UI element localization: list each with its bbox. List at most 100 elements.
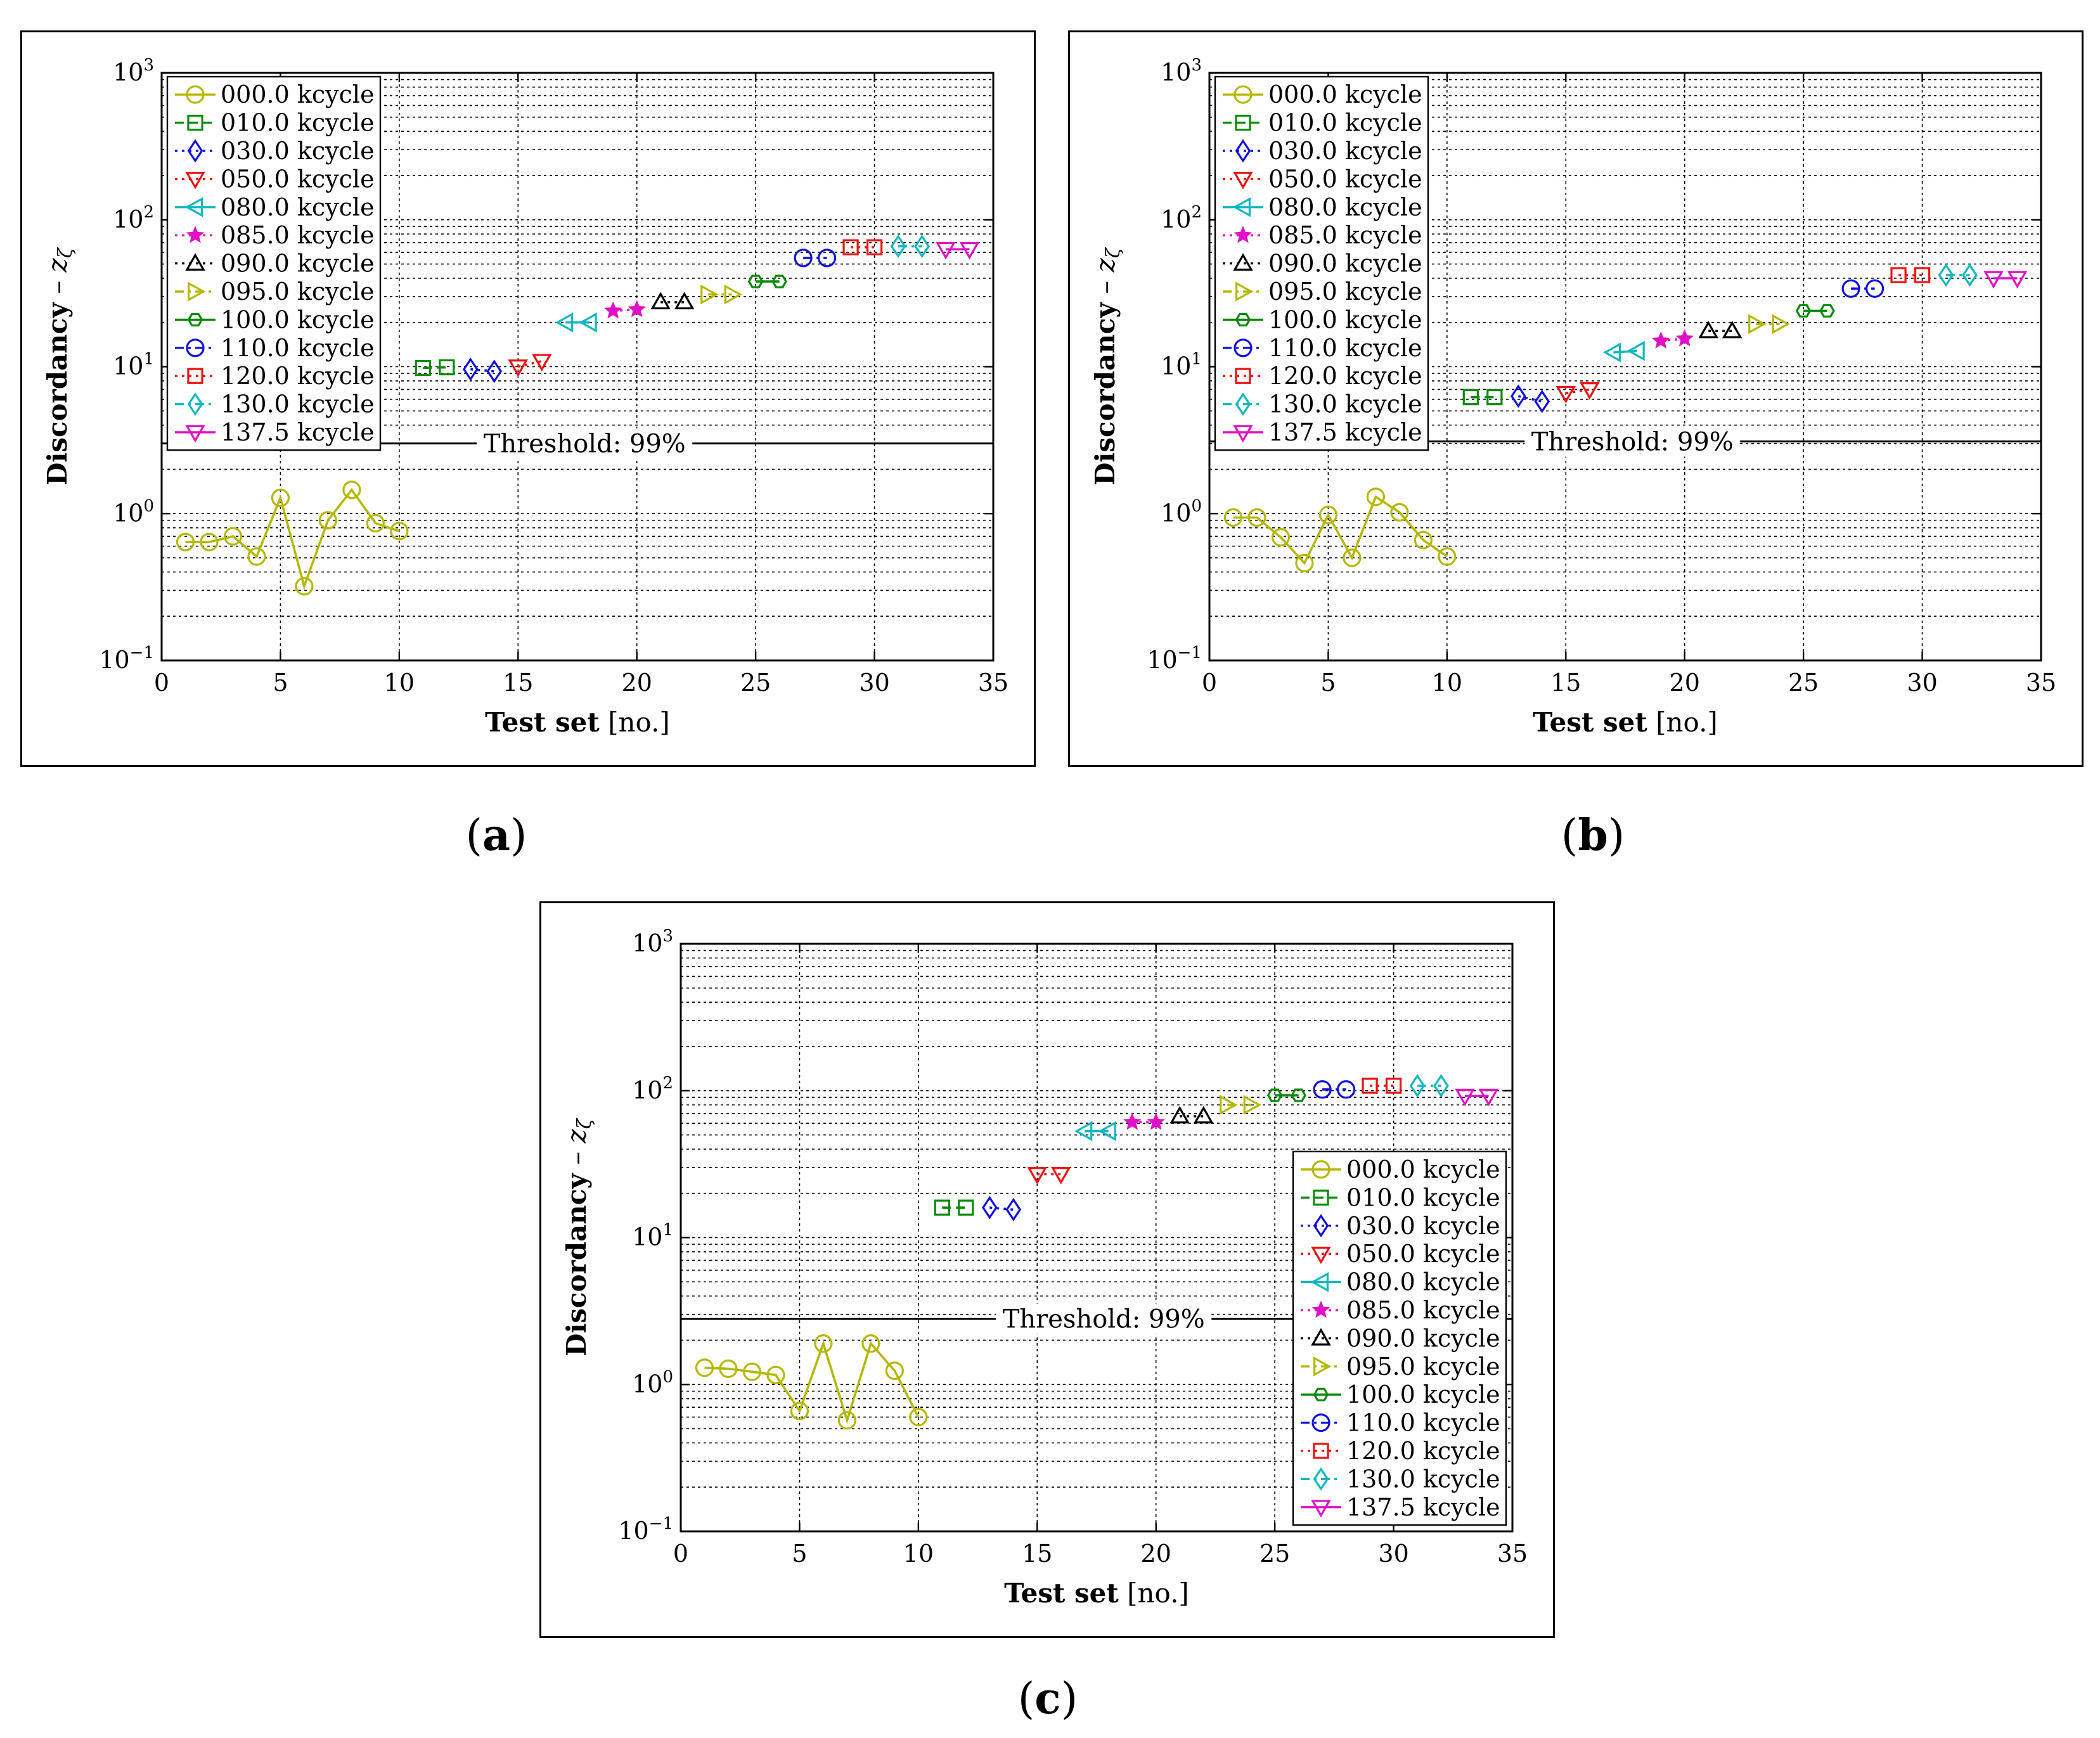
data-point — [1962, 263, 1978, 287]
legend-entry: 085.0 kcycle — [1346, 1296, 1500, 1324]
y-axis-label-c: Discordancy – zζ — [561, 1117, 596, 1356]
x-axis-label-c: Test set [no.] — [1004, 1578, 1189, 1609]
legend-entry: 090.0 kcycle — [1268, 250, 1422, 278]
series-a-0 — [176, 480, 409, 596]
data-point — [958, 1199, 974, 1216]
series-c-0 — [695, 1334, 928, 1430]
legend-entry: 137.5 kcycle — [1268, 418, 1422, 446]
series-c-8 — [1266, 1088, 1306, 1102]
legend-entry: 080.0 kcycle — [221, 193, 375, 221]
legend-entry: 030.0 kcycle — [221, 137, 375, 165]
data-point — [650, 292, 671, 310]
data-point — [766, 1365, 785, 1384]
legend-entry: 095.0 kcycle — [1346, 1353, 1500, 1381]
xtick-label: 35 — [2026, 669, 2056, 697]
threshold-label-bg — [1524, 426, 1741, 457]
threshold-label-bg — [996, 1303, 1212, 1334]
series-c-5 — [1123, 1112, 1165, 1130]
legend-swatch-marker — [1234, 85, 1253, 104]
chart-a-svg: Threshold: 99% 0 5 10 15 20 25 30 35 10−1 100 101 10… — [42, 56, 1008, 738]
legend-entry: 130.0 kcycle — [221, 390, 375, 418]
series-b-8 — [1795, 304, 1835, 318]
xtick-label: 0 — [154, 669, 169, 697]
xtick-label: 5 — [1320, 669, 1336, 697]
series-c-1 — [934, 1199, 974, 1216]
data-point — [247, 547, 266, 566]
data-point — [1343, 548, 1362, 567]
threshold-label-bg — [477, 428, 693, 459]
series-b-6 — [1698, 320, 1742, 338]
ytick-label: 100 — [1161, 496, 1202, 527]
data-point — [271, 488, 290, 508]
x-axis-label-b: Test set [no.] — [1533, 707, 1718, 738]
ytick-label: 10−1 — [99, 643, 154, 674]
series-b-9 — [1841, 279, 1884, 298]
data-point — [1074, 1121, 1093, 1142]
legend-entry: 050.0 kcycle — [221, 165, 375, 193]
data-point — [176, 532, 195, 551]
xtick-label: 10 — [903, 1540, 934, 1567]
data-point — [508, 359, 529, 377]
legend-swatch-marker — [186, 85, 205, 104]
series-b-1 — [1462, 389, 1503, 406]
threshold-label-b: Threshold: 99% — [1531, 427, 1734, 456]
series-b-5 — [1652, 329, 1694, 349]
xtick-label: 15 — [1022, 1540, 1052, 1567]
data-point — [1005, 1197, 1022, 1221]
data-point — [1983, 271, 2004, 289]
data-point — [1438, 547, 1457, 566]
panel-c: Threshold: 99% 0 5 10 15 20 25 30 35 10−1 100 101 10… — [539, 901, 1555, 1638]
series-b-10 — [1890, 267, 1931, 283]
series-a-2 — [462, 357, 503, 383]
legend-swatch-marker — [1233, 172, 1253, 190]
data-point — [2007, 271, 2028, 289]
data-point — [771, 274, 787, 288]
xtick-label: 35 — [978, 669, 1008, 697]
data-point — [1478, 1088, 1499, 1107]
data-point — [604, 301, 622, 319]
data-point — [1169, 1105, 1190, 1124]
legend-swatch-marker — [1235, 392, 1251, 416]
legend-swatch-marker — [1313, 1356, 1332, 1377]
legend-swatch-marker — [184, 197, 203, 217]
legend-entry: 090.0 kcycle — [221, 250, 375, 278]
series-a-10 — [842, 239, 883, 255]
xtick-label: 30 — [1907, 669, 1937, 697]
legend-entry: 120.0 kcycle — [1346, 1437, 1500, 1465]
ytick-label: 103 — [1161, 56, 1202, 86]
x-axis-label-a: Test set [no.] — [485, 707, 670, 738]
legend-swatch-marker — [1232, 197, 1251, 217]
xtick-label: 15 — [1550, 669, 1581, 697]
data-point — [890, 235, 906, 259]
data-point — [866, 239, 883, 255]
data-point — [1409, 1074, 1426, 1098]
data-point — [579, 312, 597, 333]
series-a-5 — [604, 300, 646, 319]
data-point — [700, 284, 719, 305]
grid-c — [681, 944, 1512, 1531]
data-point — [909, 1408, 928, 1427]
xtick-label: 35 — [1497, 1540, 1528, 1567]
legend-swatch-marker — [1235, 281, 1254, 302]
ytick-label: 100 — [632, 1367, 673, 1398]
legend-swatch-marker — [187, 312, 203, 326]
xtick-label: 0 — [1202, 669, 1217, 697]
ytick-label: 102 — [632, 1074, 673, 1104]
xtick-label: 25 — [1259, 1540, 1290, 1567]
legend-entry: 100.0 kcycle — [221, 306, 375, 333]
series-c-9 — [1313, 1080, 1356, 1099]
legend-swatch-marker — [1313, 1387, 1329, 1401]
legend-swatch-marker — [1235, 312, 1251, 326]
series-b-0 — [1223, 487, 1457, 573]
data-point — [861, 1334, 880, 1353]
legend-entry: 137.5 kcycle — [221, 418, 375, 446]
series-a-9 — [794, 248, 837, 267]
data-point — [1027, 1167, 1048, 1185]
legend-entry: 120.0 kcycle — [1268, 362, 1422, 390]
ytick-label: 101 — [1161, 350, 1202, 380]
legend-swatch-marker — [188, 281, 206, 302]
y-axis-label-a: Discordancy – zζ — [42, 247, 77, 486]
legend-entry: 030.0 kcycle — [1346, 1212, 1500, 1240]
data-point — [1366, 487, 1385, 506]
ytick-label: 103 — [113, 56, 154, 86]
